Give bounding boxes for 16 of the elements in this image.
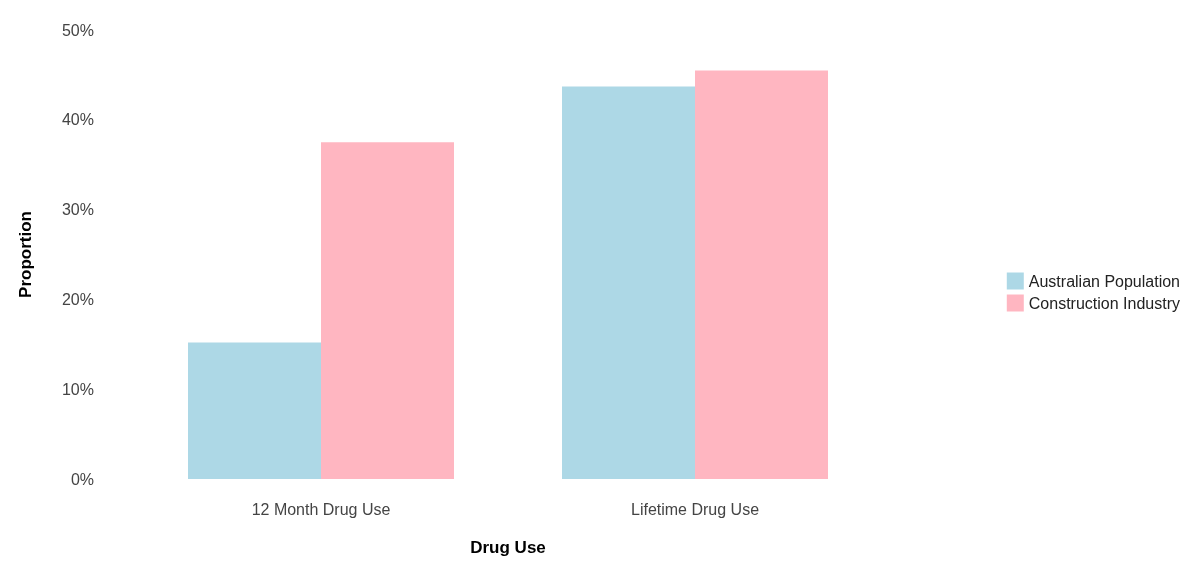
bar [321,142,454,479]
x-tick-label: 12 Month Drug Use [251,500,391,518]
y-tick-label: 20% [61,290,94,308]
x-tick-label: Lifetime Drug Use [630,500,760,518]
y-tick-label: 50% [61,21,94,39]
y-tick-label: 10% [61,380,94,398]
legend-label: Australian Population [1028,272,1181,290]
bar [188,342,321,479]
y-tick-label: 0% [70,470,94,488]
y-axis-title: Proportion [16,211,35,298]
y-tick-label: 30% [61,201,94,219]
y-tick-label: 40% [61,111,94,129]
legend-label: Construction Industry [1028,294,1180,312]
bar [695,70,828,479]
x-axis-title: Drug Use [470,538,546,557]
bar [562,86,695,479]
